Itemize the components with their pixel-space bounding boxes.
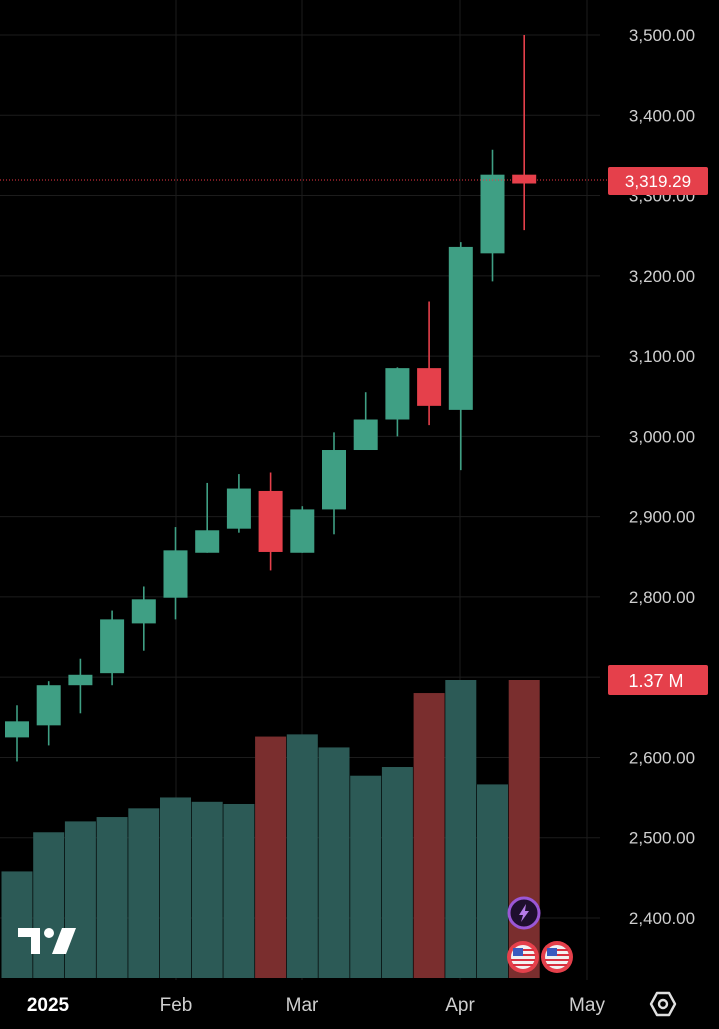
y-tick-label: 3,000.00 (629, 427, 695, 446)
volume-badge-bg (608, 665, 708, 695)
flag-stripe (513, 964, 533, 966)
volume-bar (128, 808, 160, 978)
y-tick-label: 2,600.00 (629, 748, 695, 767)
flag-stripe (523, 949, 534, 951)
candle (36, 681, 61, 746)
volume-bar (286, 734, 318, 978)
volume-bar (381, 767, 413, 978)
tradingview-logo[interactable] (18, 928, 76, 954)
x-tick-label: 2025 (27, 995, 70, 1016)
y-tick-label: 2,800.00 (629, 588, 695, 607)
us-flag-icon[interactable] (507, 941, 539, 973)
hexagon-outline (649, 991, 677, 1017)
volume-bar (64, 821, 96, 978)
candle (68, 658, 93, 714)
volume-bar (96, 817, 128, 978)
tv-logo-t (18, 928, 40, 954)
volume-bar (350, 775, 382, 978)
candle (480, 149, 505, 282)
candle (448, 242, 473, 471)
y-tick-label: 3,200.00 (629, 267, 695, 286)
candle (512, 35, 537, 231)
volume-bar (33, 832, 65, 978)
last-price-badge-bg (608, 167, 708, 195)
candle (417, 301, 442, 426)
settings-hexagon-icon[interactable] (649, 991, 677, 1017)
x-tick-label: Mar (286, 995, 319, 1016)
tv-logo-v (52, 928, 76, 954)
volume-bar (223, 803, 255, 978)
candle (226, 474, 251, 533)
last-price-label: 3,319.29 (625, 172, 691, 191)
flag-canton (547, 948, 557, 956)
candle-body (163, 550, 188, 598)
volume-badge-label: 1.37 M (628, 671, 683, 691)
hexagon-center (657, 998, 669, 1010)
volume-badge: 1.37 M (608, 665, 708, 695)
candle (195, 482, 220, 553)
candle (353, 392, 378, 451)
x-axis[interactable]: 2025 Feb Mar Apr May (27, 995, 606, 1016)
flag-stripe (557, 949, 568, 951)
flag-stripe (547, 964, 567, 966)
candle (131, 586, 156, 651)
flag-stripe (557, 954, 569, 956)
volume-bar (413, 693, 445, 978)
candle-layer (5, 35, 537, 762)
volume-bar (160, 797, 191, 978)
flag-stripe (523, 954, 535, 956)
candle-body (480, 174, 505, 254)
volume-bar (318, 747, 350, 978)
candle-body (258, 490, 283, 552)
x-tick-label: Apr (445, 995, 475, 1016)
candle-body (353, 419, 378, 451)
y-tick-label: 2,400.00 (629, 909, 695, 928)
tv-logo-dot (44, 928, 54, 938)
candle-body (512, 174, 537, 184)
volume-bar (191, 801, 223, 978)
candle-body (68, 674, 93, 686)
candle (322, 432, 346, 535)
candle (163, 527, 188, 620)
y-tick-label: 3,500.00 (629, 26, 695, 45)
y-tick-label: 3,400.00 (629, 106, 695, 125)
candle-body (100, 619, 125, 674)
candle-body (226, 488, 251, 529)
x-tick-label: Feb (160, 995, 193, 1016)
y-tick-label: 2,500.00 (629, 829, 695, 848)
volume-layer (1, 680, 540, 978)
candle (100, 610, 125, 686)
y-axis[interactable]: 3,500.003,400.003,300.003,200.003,100.00… (629, 26, 695, 928)
candle (258, 472, 283, 571)
last-price-badge: 3,319.29 (608, 167, 708, 195)
candle-body (290, 509, 315, 553)
candle (385, 367, 410, 437)
flag-stripe (545, 959, 569, 961)
lightning-event-icon[interactable] (507, 896, 541, 930)
x-tick-label: May (569, 995, 605, 1016)
candle (290, 506, 315, 553)
flag-canton (513, 948, 523, 956)
candle-body (417, 368, 442, 406)
volume-bar (508, 680, 540, 978)
candle-body (5, 721, 29, 738)
candle-body (36, 685, 61, 726)
volume-bar (255, 736, 287, 978)
candle-body (195, 530, 220, 553)
volume-bar (1, 871, 33, 978)
candle (5, 705, 29, 762)
y-tick-label: 2,900.00 (629, 508, 695, 527)
y-tick-label: 3,100.00 (629, 347, 695, 366)
volume-bar (445, 680, 477, 978)
lightning-icon-bolt (519, 904, 529, 922)
us-flag-icon[interactable] (541, 941, 573, 973)
candle-body (131, 599, 156, 624)
candle-body (385, 368, 410, 420)
flag-stripe (511, 959, 535, 961)
candle-body (322, 450, 346, 510)
volume-bar (477, 784, 508, 978)
candle-body (448, 246, 473, 410)
